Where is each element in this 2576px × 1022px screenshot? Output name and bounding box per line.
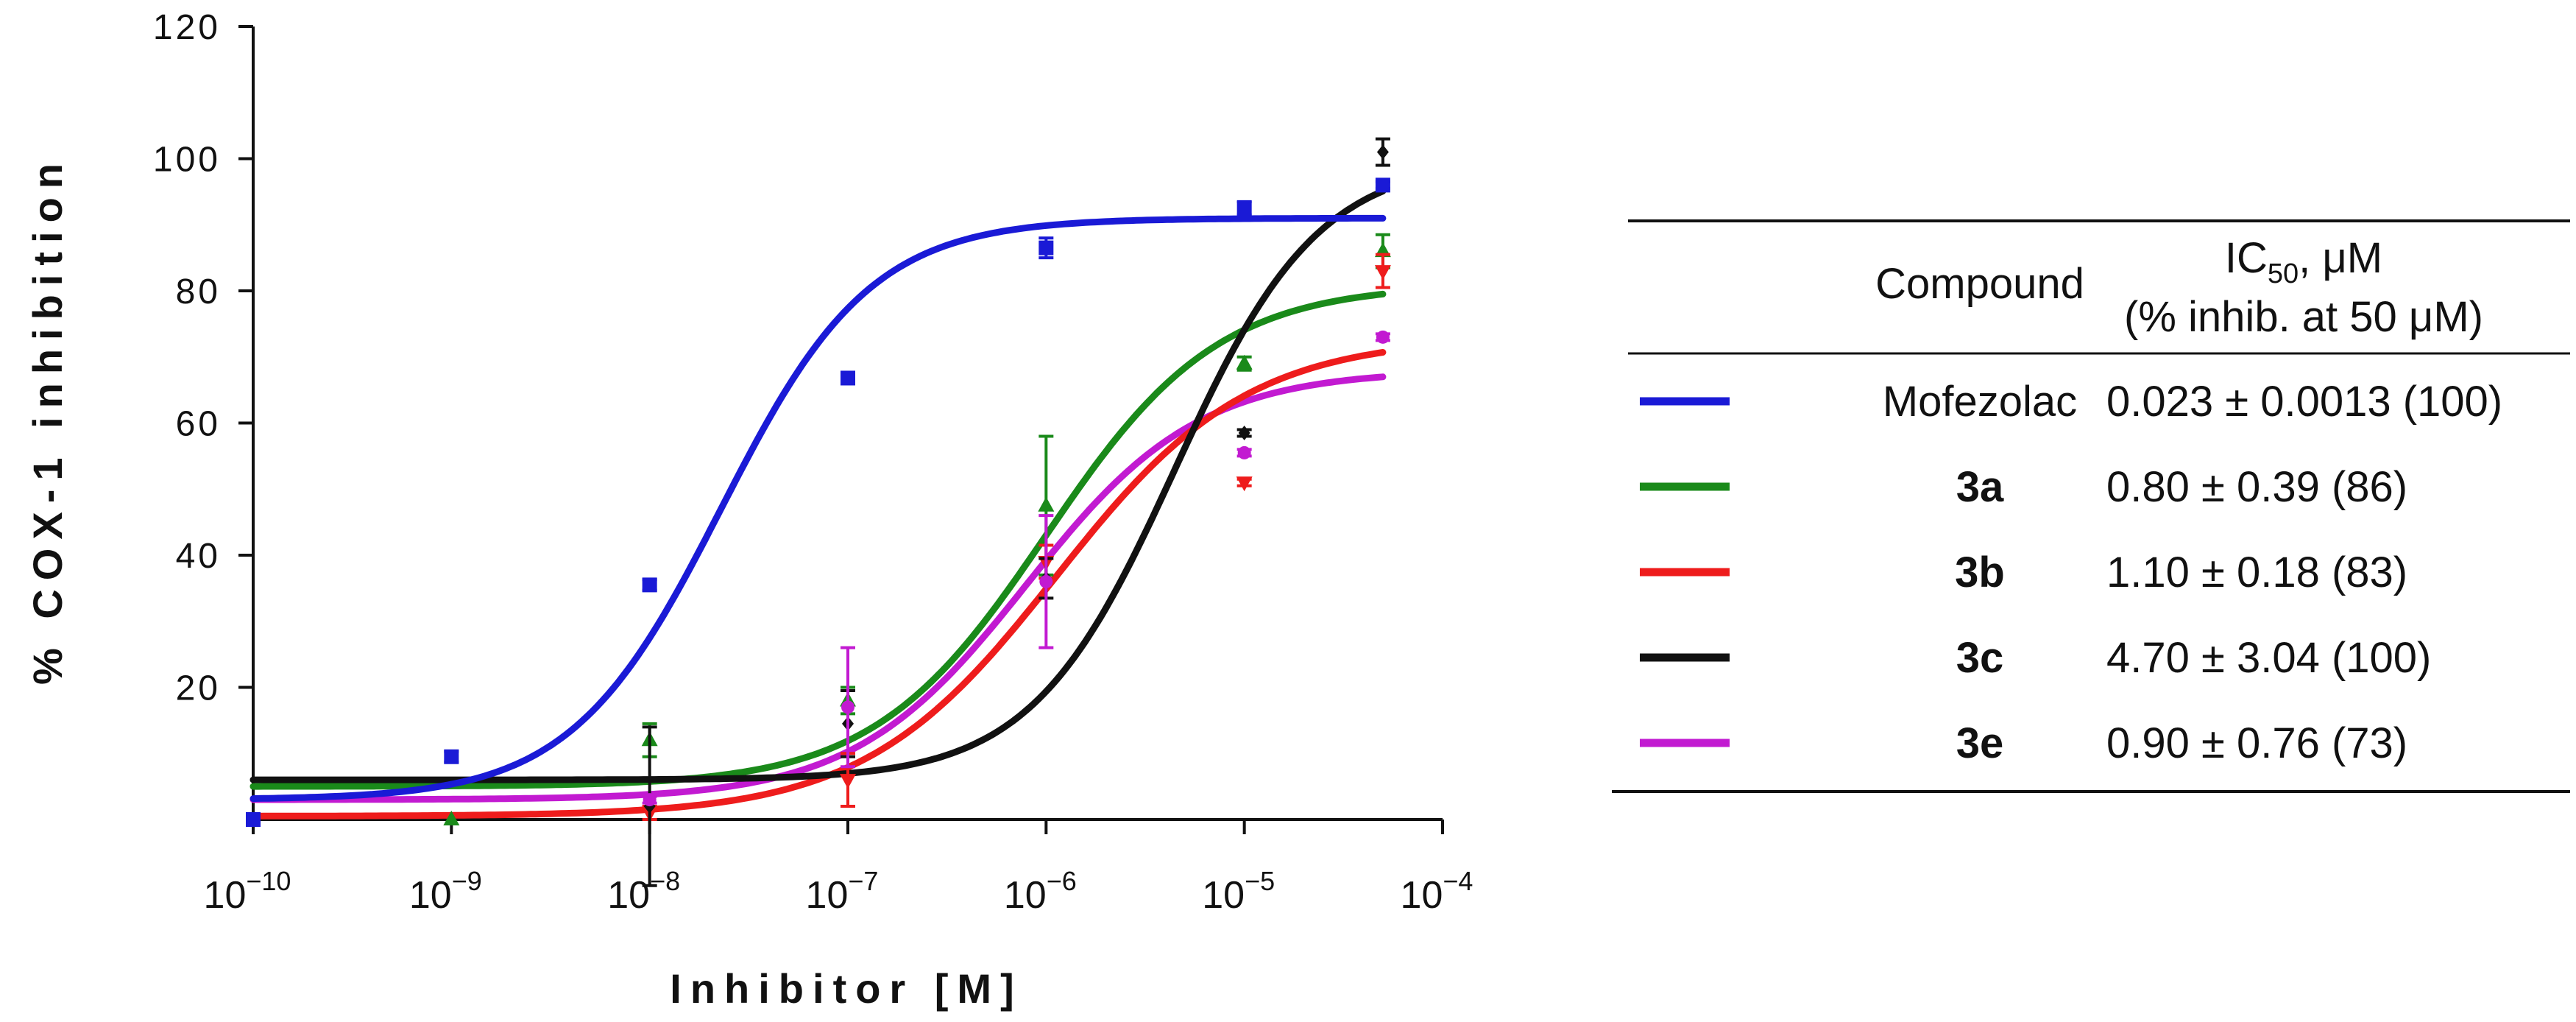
ic50-label: IC xyxy=(2225,234,2268,282)
table-compound-name: 3e xyxy=(1956,719,2004,767)
x-tick-label: 10−5 xyxy=(1202,866,1275,917)
data-point-3e xyxy=(643,793,657,807)
fit-curve-3a xyxy=(250,290,1387,790)
data-point-mofezolac xyxy=(444,749,459,764)
table-compound-name: Mofezolac xyxy=(1883,378,2077,426)
y-tick-label: 120 xyxy=(153,8,221,47)
data-point-3b xyxy=(1374,265,1391,281)
data-point-3e xyxy=(1237,445,1251,459)
data-point-3e xyxy=(1039,574,1053,588)
table-rows: Mofezolac 0.023 ± 0.0013 (100) 3a 0.80 ± 0.… xyxy=(1640,378,2502,767)
x-tick-label: 10−8 xyxy=(607,866,680,917)
table-compound-name: 3c xyxy=(1956,634,2004,682)
axis-ticks: 20 40 60 80 100 120 10−10 10−9 10−8 10−7 10−6 10−5 1… xyxy=(153,8,1473,917)
table-header-ic50: IC50, μM xyxy=(2225,234,2382,289)
table-compound-name: 3a xyxy=(1956,463,2004,511)
ic50-subscript: 50 xyxy=(2268,258,2299,289)
data-point-mofezolac xyxy=(246,812,261,827)
data-point-3c xyxy=(1376,144,1389,160)
data-point-mofezolac xyxy=(1038,240,1054,256)
x-tick-label: 10−6 xyxy=(1004,866,1077,917)
table-ic50-value: 0.80 ± 0.39 (86) xyxy=(2106,463,2407,511)
table-compound-name: 3b xyxy=(1955,549,2005,596)
data-point-3e xyxy=(841,700,854,714)
data-point-3b xyxy=(1236,476,1253,492)
data-point-mofezolac xyxy=(1375,177,1390,193)
data-point-mofezolac xyxy=(642,577,657,593)
table-ic50-value: 1.10 ± 0.18 (83) xyxy=(2106,549,2407,596)
table-header-compound: Compound xyxy=(1875,260,2084,308)
y-axis-title: % COX-1 inhibition xyxy=(24,155,71,685)
table-ic50-value: 0.023 ± 0.0013 (100) xyxy=(2106,378,2502,426)
data-point-mofezolac xyxy=(841,370,855,386)
ic50-unit: , μM xyxy=(2299,234,2382,282)
x-axis-title: Inhibitor [M] xyxy=(670,965,1022,1012)
data-point-3b xyxy=(840,774,856,789)
fit-curve-3b xyxy=(250,349,1387,820)
x-tick-label: 10−9 xyxy=(409,866,482,917)
data-point-3c xyxy=(1238,425,1250,440)
fit-curve-3e xyxy=(250,373,1387,803)
data-points xyxy=(246,137,1391,887)
fit-curve-3c xyxy=(250,188,1387,783)
data-point-3a xyxy=(443,811,460,825)
x-tick-label: 10−10 xyxy=(204,866,291,917)
table-ic50-value: 4.70 ± 3.04 (100) xyxy=(2106,634,2431,682)
fit-curves xyxy=(250,188,1387,820)
y-tick-label: 100 xyxy=(153,141,221,180)
ic50-table: Compound IC50, μM (% inhib. at 50 μM) Mo… xyxy=(1612,219,2570,793)
y-tick-label: 40 xyxy=(176,537,221,576)
y-tick-label: 20 xyxy=(176,669,221,708)
data-point-mofezolac xyxy=(1236,200,1252,216)
data-point-3a xyxy=(1038,496,1055,512)
fit-curve-mofezolac xyxy=(250,214,1387,803)
plot-area: 20 40 60 80 100 120 10−10 10−9 10−8 10−7 10−6 10−5 1… xyxy=(153,8,1473,917)
table-header-line2: (% inhib. at 50 μM) xyxy=(2124,293,2483,341)
data-point-3a xyxy=(1236,354,1253,370)
data-point-3e xyxy=(1376,330,1390,344)
x-tick-label: 10−4 xyxy=(1401,866,1473,917)
x-tick-label: 10−7 xyxy=(806,866,879,917)
table-ic50-value: 0.90 ± 0.76 (73) xyxy=(2106,719,2407,767)
y-tick-label: 80 xyxy=(176,272,221,311)
y-tick-label: 60 xyxy=(176,405,221,444)
